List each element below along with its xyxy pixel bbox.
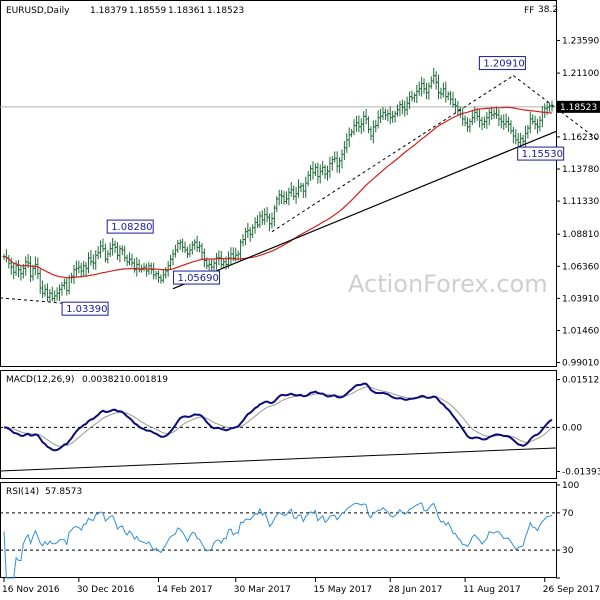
support-trendline xyxy=(172,130,557,290)
x-tick-label: 16 Nov 2016 xyxy=(2,585,60,595)
price-tick-label: 1.16230 xyxy=(562,133,599,143)
annotation-label: 1.20910 xyxy=(483,59,524,70)
dashed-line-low xyxy=(0,297,87,306)
rsi-tick-label: 100 xyxy=(562,481,579,491)
price-tick-label: 0.99010 xyxy=(562,359,599,369)
macd-trendline xyxy=(0,447,557,472)
price-annotation: 1.03390 xyxy=(61,301,109,316)
moving-average-line xyxy=(3,106,553,279)
annotation-label: 1.03390 xyxy=(66,304,107,315)
macd-axis: 0.01512 0.00 -0.013938 xyxy=(556,376,600,477)
price-tick-label: 1.06360 xyxy=(562,262,599,272)
price-tick-label: 1.21100 xyxy=(562,69,599,79)
rsi-value: 57.8573 xyxy=(45,487,82,497)
corner-label: FF xyxy=(524,6,534,16)
macd-value-2: 0.001819 xyxy=(125,375,168,385)
macd-panel-frame xyxy=(0,370,557,479)
price-ohlc-high: 1.18559 xyxy=(129,6,166,16)
price-tick-label: 1.13780 xyxy=(562,165,599,175)
rsi-tick-label: 30 xyxy=(562,546,574,556)
rsi-panel-frame xyxy=(0,482,557,578)
current-price-label: 1.18523 xyxy=(560,103,597,113)
x-tick-label: 11 Aug 2017 xyxy=(463,585,521,595)
rsi-axis: 100 70 30 xyxy=(556,481,579,579)
price-annotation: 1.05690 xyxy=(173,270,221,285)
x-tick-label: 30 Dec 2016 xyxy=(77,585,135,595)
rsi-line xyxy=(3,502,553,579)
price-annotation: 1.20910 xyxy=(478,56,526,71)
price-tick-label: 1.01460 xyxy=(562,326,599,336)
macd-tick-label: -0.013938 xyxy=(562,467,600,477)
x-tick-label: 28 Jun 2017 xyxy=(388,585,442,595)
macd-tick-label: 0.00 xyxy=(562,423,582,433)
watermark: ActionForex.com xyxy=(348,270,548,298)
price-ohlc-close: 1.18523 xyxy=(207,6,244,16)
macd-value-1: 0.003821 xyxy=(82,375,125,385)
macd-line xyxy=(3,382,553,452)
price-annotation: 1.08280 xyxy=(106,219,154,234)
x-tick-label: 30 Mar 2017 xyxy=(234,585,291,595)
x-tick-label: 26 Sep 2017 xyxy=(543,585,600,595)
rsi-tick-label: 70 xyxy=(562,509,574,519)
price-axis: 1.235901.211001.186101.162301.137801.113… xyxy=(556,36,600,369)
price-ohlc-low: 1.18361 xyxy=(168,6,205,16)
x-tick-label: 15 May 2017 xyxy=(313,585,372,595)
x-axis: 16 Nov 2016 30 Dec 2016 14 Feb 2017 30 Mar … xyxy=(2,578,600,595)
x-tick-label: 14 Feb 2017 xyxy=(157,585,213,595)
annotation-label: 1.05690 xyxy=(178,273,219,284)
price-tick-label: 1.11330 xyxy=(562,197,599,207)
macd-signal-line xyxy=(4,386,553,447)
price-tick-label: 1.03910 xyxy=(562,294,599,304)
price-layer: 1.03390 1.08280 1.05690 1.20910 1.15530 xyxy=(0,56,599,316)
annotation-label: 1.15530 xyxy=(522,149,563,160)
price-annotation: 1.15530 xyxy=(517,146,565,161)
rsi-title: RSI(14) xyxy=(6,487,39,497)
ohlc-bar xyxy=(550,100,554,112)
corner-value: 38.2 xyxy=(538,5,558,15)
current-price-box xyxy=(557,100,600,113)
macd-layer xyxy=(0,382,557,472)
macd-title: MACD(12,26,9) xyxy=(6,375,74,385)
price-tick-label: 1.08810 xyxy=(562,230,599,240)
rsi-layer xyxy=(0,502,556,579)
annotation-label: 1.08280 xyxy=(111,222,152,233)
macd-tick-label: 0.01512 xyxy=(562,376,599,386)
price-tick-label: 1.23590 xyxy=(562,36,599,46)
price-title: EURUSD,Daily xyxy=(6,6,70,16)
price-ohlc-open: 1.18379 xyxy=(90,6,127,16)
